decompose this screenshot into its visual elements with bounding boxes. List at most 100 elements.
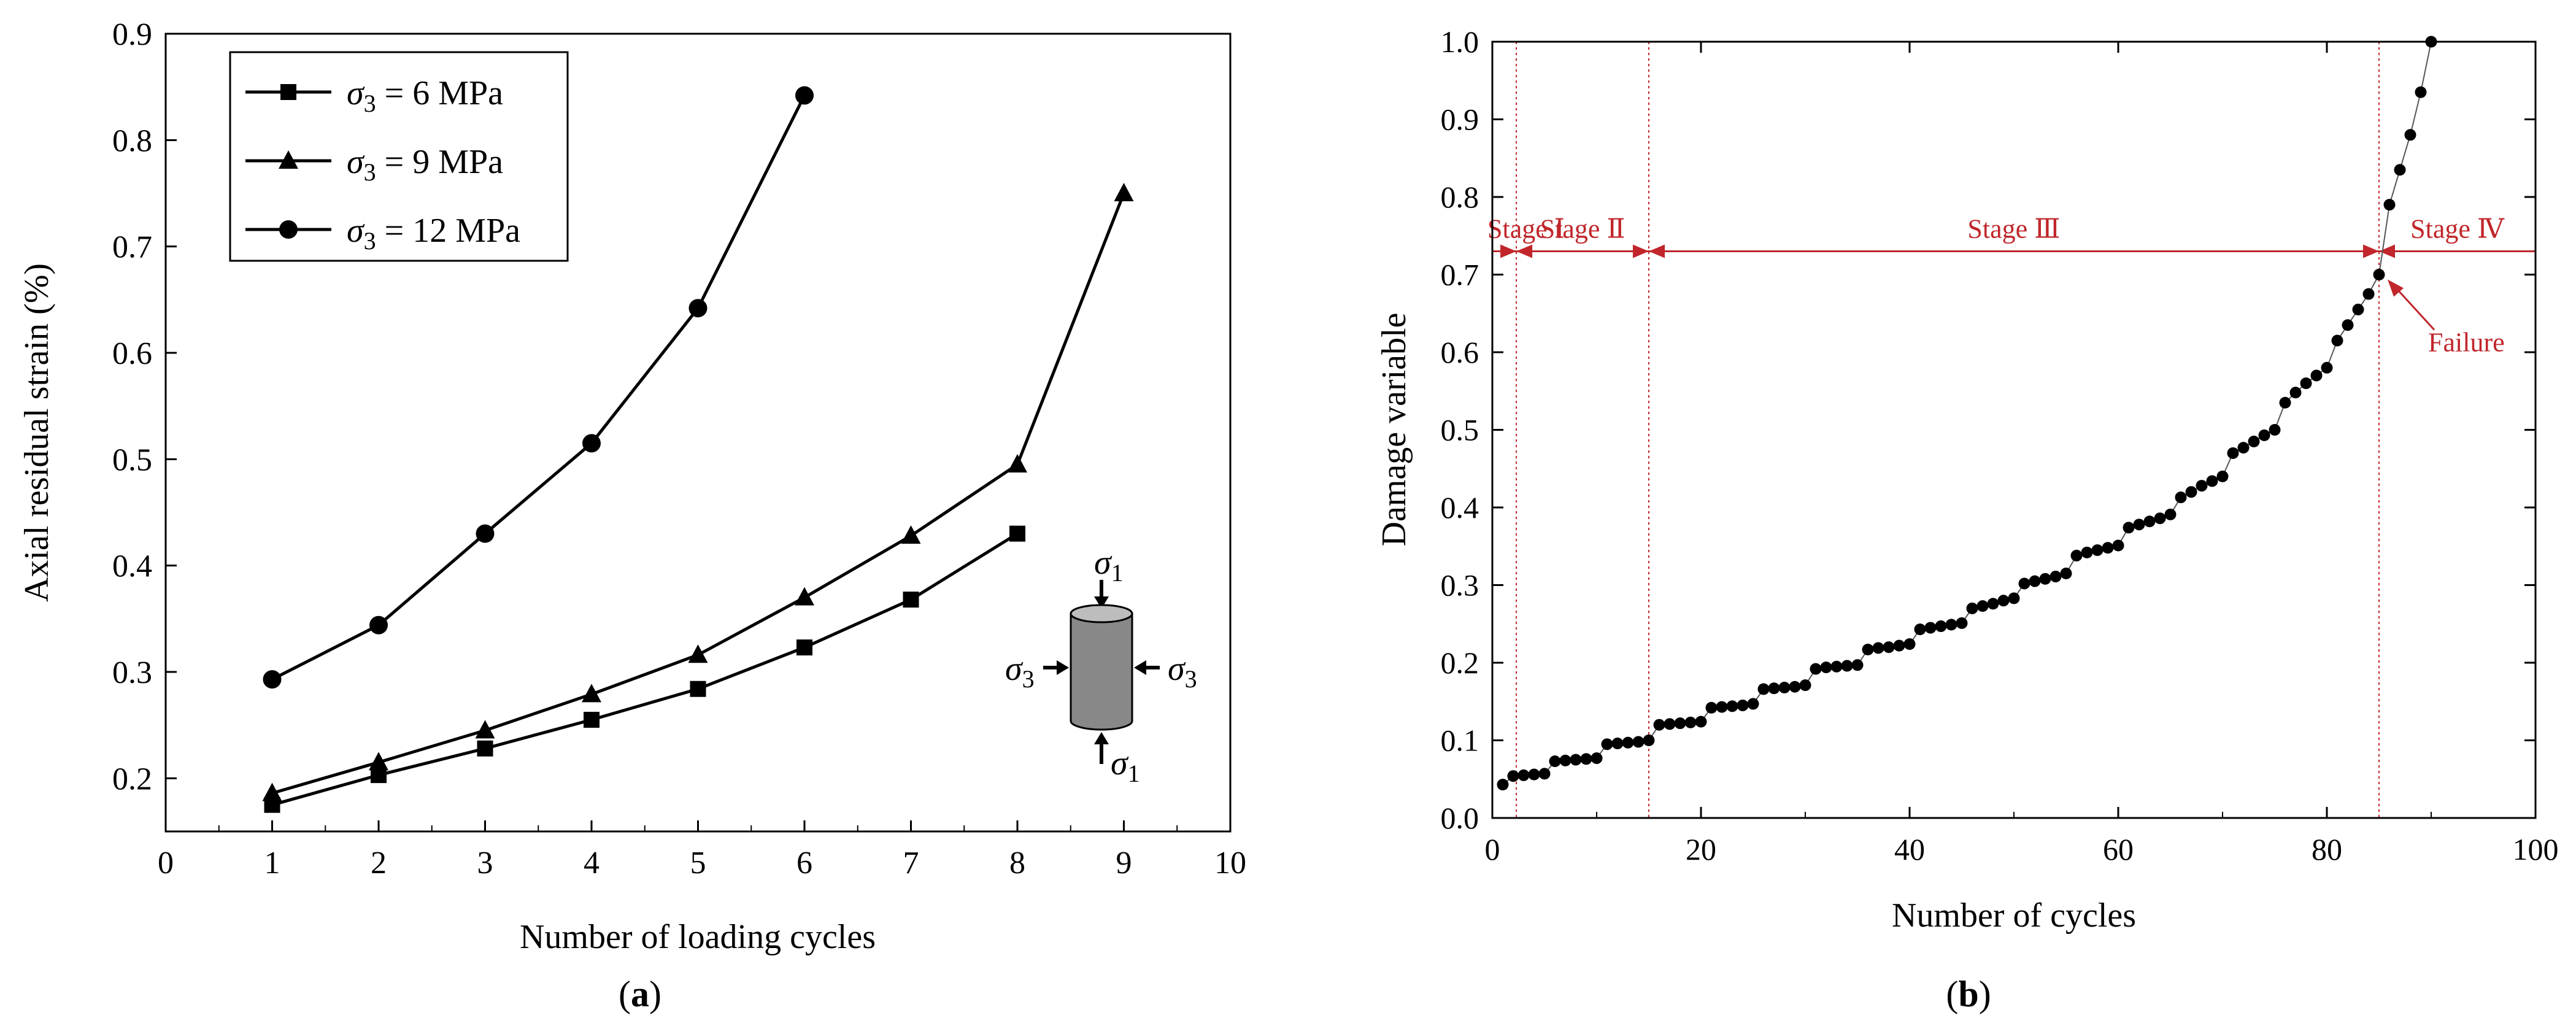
- data-point: [901, 525, 921, 544]
- panel-b-caption: (b): [1946, 974, 1991, 1014]
- data-point: [1956, 617, 1968, 629]
- legend-marker: [279, 220, 298, 239]
- data-point: [2331, 334, 2343, 347]
- legend-item-2: σ3 = 9 MPa: [245, 143, 503, 186]
- stage-arrow-head: [1633, 244, 1649, 258]
- y-tick-label: 0.5: [112, 442, 152, 477]
- data-point: [582, 684, 601, 703]
- data-point: [795, 587, 814, 606]
- panel-b-y-axis-label: Damage variable: [1375, 313, 1413, 547]
- data-point: [795, 86, 814, 105]
- series-1: [264, 525, 1025, 813]
- data-point: [2091, 544, 2104, 557]
- stage-arrow-head: [1500, 244, 1517, 258]
- y-tick-label: 0.2: [112, 762, 152, 796]
- data-point: [1862, 643, 1874, 655]
- stage-label: Stage Ⅱ: [1540, 214, 1625, 244]
- data-point: [2362, 288, 2375, 300]
- inset-sigma1-top: σ1: [1094, 544, 1124, 587]
- y-tick-label: 0.9: [112, 17, 152, 52]
- panel-a-series: [262, 86, 1134, 813]
- data-point: [1674, 717, 1686, 730]
- data-point: [2206, 475, 2218, 487]
- data-point: [1966, 602, 1978, 614]
- data-point: [1570, 754, 1582, 766]
- x-tick-label: 5: [690, 846, 706, 881]
- y-tick-label: 0.7: [1441, 258, 1479, 292]
- stage-arrow-head: [2363, 244, 2379, 258]
- legend-label: σ3 = 12 MPa: [347, 212, 520, 255]
- stage-arrow-head: [1516, 244, 1533, 258]
- y-tick-label: 0.7: [112, 230, 152, 265]
- data-point: [1757, 683, 1770, 695]
- data-point: [690, 681, 706, 697]
- data-point: [2008, 592, 2020, 604]
- legend-label: σ3 = 6 MPa: [347, 74, 503, 117]
- stage-label: Stage Ⅰ: [1487, 214, 1565, 244]
- panel-a-x-axis-label: Number of loading cycles: [520, 918, 876, 956]
- data-point: [1872, 642, 1884, 654]
- data-point: [1841, 660, 1853, 672]
- data-point: [2018, 577, 2030, 590]
- data-point: [1664, 718, 1676, 730]
- x-tick-label: 10: [1214, 846, 1246, 881]
- data-point: [263, 670, 282, 689]
- stage-1: Stage Ⅰ: [1487, 214, 1565, 258]
- y-tick-label: 0.1: [1441, 723, 1479, 758]
- data-point: [2300, 377, 2312, 390]
- data-point: [1601, 738, 1613, 750]
- data-point: [2133, 519, 2145, 531]
- data-point: [1622, 736, 1634, 749]
- data-point: [1810, 663, 1822, 675]
- data-point: [2112, 539, 2124, 552]
- stage-3: Stage Ⅲ: [1649, 214, 2379, 258]
- x-tick-label: 100: [2513, 832, 2559, 866]
- cylinder-body: [1070, 612, 1133, 731]
- cylinder-top: [1070, 604, 1133, 623]
- data-point: [1893, 639, 1905, 652]
- data-point: [2279, 396, 2291, 409]
- data-point: [2269, 424, 2281, 436]
- x-tick-label: 20: [1686, 832, 1716, 866]
- panel-b-x-axis-label: Number of cycles: [1892, 897, 2136, 935]
- y-tick-label: 0.4: [1441, 490, 1479, 525]
- data-point: [1559, 754, 1571, 766]
- stage-label: Stage Ⅳ: [2410, 214, 2505, 244]
- inset-left-arrow-head: [1057, 660, 1069, 675]
- data-point: [1976, 600, 1989, 612]
- panel-b-plot-frame: [1491, 40, 2537, 819]
- data-point: [1507, 770, 1519, 782]
- y-tick-label: 0.0: [1441, 801, 1479, 835]
- legend-marker: [280, 84, 296, 100]
- data-point: [584, 712, 600, 728]
- x-tick-label: 4: [584, 846, 600, 881]
- data-point: [1851, 659, 1864, 671]
- data-point: [2310, 369, 2323, 382]
- data-point: [1997, 595, 2010, 607]
- data-point: [2154, 512, 2166, 525]
- data-point: [1591, 752, 1603, 765]
- y-tick-label: 0.9: [1441, 102, 1479, 137]
- x-tick-label: 0: [1485, 832, 1500, 866]
- data-point: [2352, 303, 2364, 315]
- data-point: [2143, 515, 2156, 528]
- data-point: [1695, 715, 1707, 728]
- data-point: [1830, 660, 1843, 673]
- data-point: [2394, 164, 2406, 176]
- data-point: [1517, 769, 1530, 781]
- x-tick-label: 1: [264, 846, 280, 881]
- data-point: [2237, 442, 2250, 454]
- data-point: [1549, 755, 1561, 768]
- legend-label: σ3 = 9 MPa: [347, 143, 503, 186]
- data-point: [2404, 129, 2416, 141]
- x-tick-label: 2: [371, 846, 387, 881]
- data-point: [2196, 480, 2208, 492]
- panel-a-y-axis-label: Axial residual strain (%): [18, 263, 56, 602]
- failure-pointer-line: [2394, 286, 2435, 331]
- legend: σ3 = 6 MPa σ3 = 9 MPa σ3 = 12 MPa: [229, 51, 569, 262]
- x-tick-label: 0: [158, 846, 174, 881]
- data-point: [2258, 429, 2270, 441]
- series-2: [262, 183, 1134, 801]
- data-point: [2164, 508, 2177, 520]
